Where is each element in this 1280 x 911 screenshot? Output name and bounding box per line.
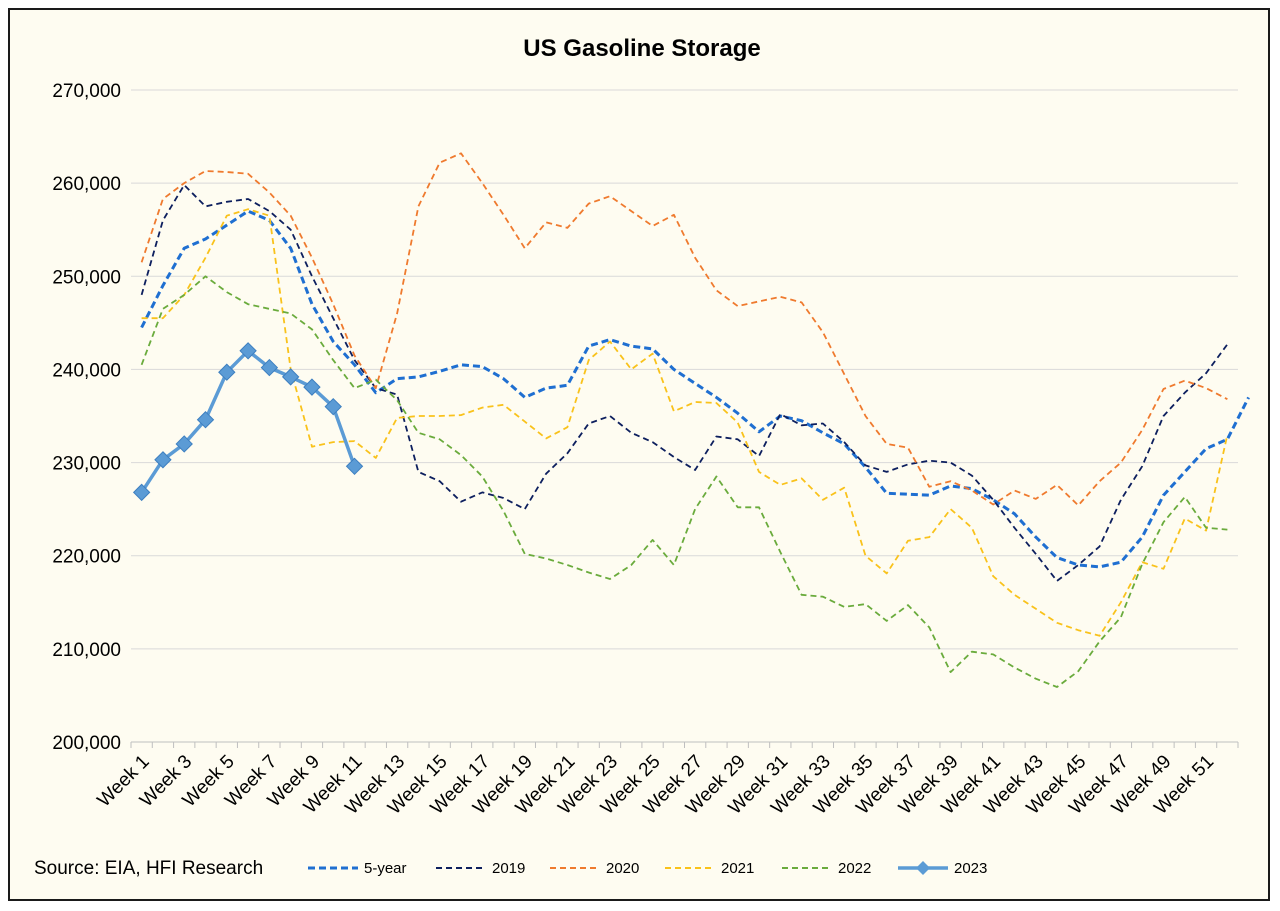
legend-label: 2021 bbox=[721, 860, 754, 877]
y-tick-label: 230,000 bbox=[52, 454, 121, 475]
y-tick-label: 260,000 bbox=[52, 174, 121, 195]
series-line-2022 bbox=[140, 275, 1228, 688]
legend-label: 5-year bbox=[364, 860, 407, 877]
y-tick-label: 200,000 bbox=[52, 733, 121, 754]
chart-svg: US Gasoline Storage 200,000 210,000 220,00… bbox=[34, 35, 1250, 879]
series-line-2019 bbox=[140, 184, 1229, 582]
point-2023 bbox=[303, 378, 321, 396]
chart-frame: US Gasoline Storage 200,000 210,000 220,00… bbox=[8, 8, 1270, 901]
point-2023 bbox=[345, 457, 364, 476]
series-lines bbox=[132, 152, 1250, 688]
y-tick-label: 220,000 bbox=[52, 547, 121, 568]
point-2023 bbox=[218, 363, 236, 381]
point-2023 bbox=[132, 483, 151, 502]
y-tick-label: 270,000 bbox=[52, 81, 121, 102]
point-2023 bbox=[239, 342, 257, 360]
legend-label: 2023 bbox=[954, 860, 987, 877]
point-2023 bbox=[175, 435, 193, 453]
point-2023 bbox=[260, 358, 279, 377]
point-2023 bbox=[196, 411, 215, 429]
legend-marker bbox=[916, 861, 930, 875]
y-axis-ticks: 200,000 210,000 220,000 230,000 240,000 250,0… bbox=[52, 81, 121, 754]
source-note: Source: EIA, HFI Research bbox=[34, 858, 263, 879]
legend-label: 2022 bbox=[838, 860, 871, 877]
point-2023 bbox=[324, 397, 342, 416]
series-line-2020 bbox=[140, 152, 1228, 507]
y-tick-label: 250,000 bbox=[52, 267, 121, 288]
y-tick-label: 210,000 bbox=[52, 640, 121, 661]
series-line-2021 bbox=[141, 208, 1229, 637]
chart-title: US Gasoline Storage bbox=[523, 35, 760, 62]
series-line-2023 bbox=[140, 349, 357, 494]
gridlines bbox=[131, 89, 1238, 650]
legend: 5-year 2019 2020 2021 2022 2023 bbox=[308, 860, 987, 877]
series-line-5-year bbox=[140, 209, 1250, 569]
point-2023 bbox=[281, 368, 300, 386]
point-2023 bbox=[154, 451, 172, 469]
legend-label: 2020 bbox=[606, 860, 639, 877]
y-tick-label: 240,000 bbox=[52, 360, 121, 381]
legend-label: 2019 bbox=[492, 860, 525, 877]
